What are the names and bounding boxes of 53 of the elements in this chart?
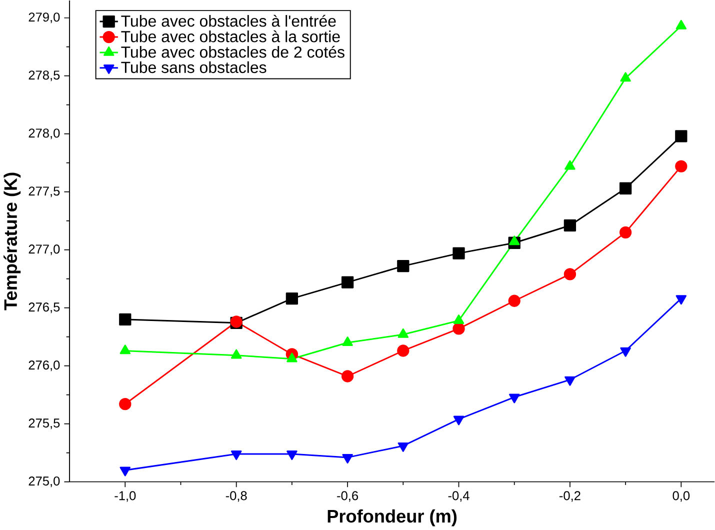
x-tick-label: -1,0 <box>114 491 136 502</box>
point <box>564 268 576 280</box>
point <box>453 416 464 426</box>
point <box>675 160 688 173</box>
y-tick-label: 276,5 <box>28 302 60 314</box>
point <box>120 466 130 476</box>
point <box>398 328 409 338</box>
point <box>619 226 632 239</box>
point <box>675 130 688 142</box>
point <box>286 450 298 460</box>
x-tick-label: -0,8 <box>226 491 247 502</box>
point <box>508 294 520 308</box>
point <box>676 295 687 305</box>
y-tick-label: 279,0 <box>28 12 60 24</box>
point <box>620 72 631 82</box>
point <box>119 398 132 410</box>
y-tick-label: 275,5 <box>28 418 60 430</box>
point <box>620 347 631 357</box>
y-tick-label: 278,0 <box>28 128 60 140</box>
y-axis-title: Température (K) <box>4 172 21 310</box>
y-tick-label: 275,0 <box>28 476 60 488</box>
y-tick-label: 278,5 <box>28 70 60 82</box>
legend-label: Tube avec obstacles à l'entrée <box>121 14 336 27</box>
point <box>509 236 520 246</box>
point <box>452 322 465 335</box>
point <box>509 394 520 404</box>
point <box>119 313 132 326</box>
point <box>397 260 410 272</box>
legend-label: Tube sans obstacles <box>121 61 266 74</box>
point <box>342 454 353 464</box>
point <box>341 276 354 289</box>
point <box>397 344 410 357</box>
point <box>619 182 632 195</box>
x-tick-label: -0,2 <box>560 491 580 502</box>
x-axis-title: Profondeur (m) <box>328 509 457 526</box>
point <box>341 370 354 382</box>
point <box>564 376 576 386</box>
y-tick-label: 277,5 <box>28 186 60 198</box>
point <box>452 247 465 260</box>
x-tick-label: 0,0 <box>672 491 690 502</box>
point <box>676 20 687 30</box>
point <box>286 292 298 305</box>
point <box>564 220 576 232</box>
y-tick-label: 277,0 <box>28 244 60 256</box>
point <box>230 450 242 460</box>
legend-label: Tube avec obstacles à la sortie <box>121 30 340 42</box>
point <box>398 442 409 452</box>
y-tick-label: 276,0 <box>28 360 60 372</box>
point <box>564 160 576 170</box>
x-tick-label: -0,4 <box>448 491 470 502</box>
x-tick-label: -0,6 <box>337 491 358 502</box>
legend-label: Tube avec obstacles de 2 cotés <box>121 46 344 58</box>
point <box>453 314 464 324</box>
